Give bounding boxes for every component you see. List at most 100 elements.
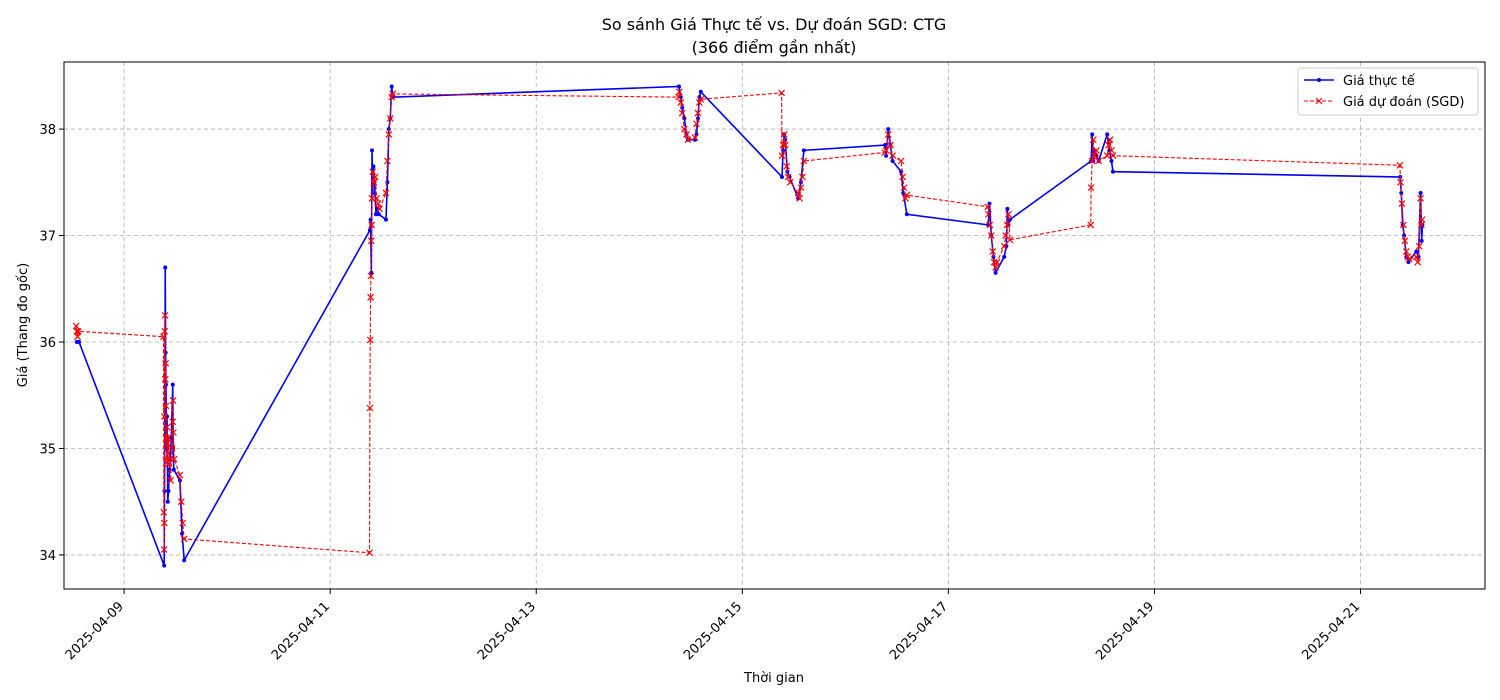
point-actual bbox=[993, 270, 998, 275]
point-predicted bbox=[677, 99, 685, 106]
point-predicted bbox=[169, 418, 177, 426]
point-actual bbox=[780, 174, 785, 179]
point-predicted bbox=[680, 125, 688, 133]
point-predicted bbox=[884, 130, 892, 138]
point-actual bbox=[390, 95, 395, 100]
point-actual bbox=[182, 558, 187, 563]
y-tick-label: 34 bbox=[39, 549, 56, 564]
x-tick-label: 2025-04-09 bbox=[63, 599, 127, 663]
point-predicted bbox=[990, 258, 998, 266]
point-predicted bbox=[366, 404, 374, 412]
point-predicted bbox=[369, 168, 377, 176]
point-actual bbox=[890, 159, 895, 164]
legend-label-actual: Giá thực tế bbox=[1343, 74, 1415, 89]
x-tick-label: 2025-04-15 bbox=[681, 599, 745, 663]
point-predicted bbox=[165, 434, 172, 442]
point-predicted bbox=[1105, 141, 1113, 149]
point-actual bbox=[162, 563, 167, 568]
point-predicted bbox=[1405, 255, 1413, 263]
grid-lines bbox=[64, 62, 1485, 589]
point-predicted bbox=[161, 311, 169, 319]
legend-box bbox=[1297, 67, 1479, 116]
point-actual bbox=[77, 340, 82, 345]
point-actual bbox=[904, 212, 909, 217]
point-actual bbox=[389, 84, 394, 89]
point-predicted bbox=[1005, 210, 1012, 218]
point-predicted bbox=[170, 429, 177, 436]
point-predicted bbox=[989, 248, 997, 255]
point-predicted bbox=[797, 184, 805, 192]
point-predicted bbox=[693, 120, 700, 128]
x-tick-label: 2025-04-11 bbox=[269, 599, 333, 663]
point-predicted bbox=[900, 184, 908, 192]
point-actual bbox=[180, 531, 185, 536]
point-predicted bbox=[1396, 161, 1404, 169]
point-predicted bbox=[1418, 216, 1426, 223]
point-predicted bbox=[1401, 237, 1409, 245]
y-tick-label: 37 bbox=[39, 230, 56, 245]
point-predicted bbox=[368, 221, 376, 229]
legend-marker-predicted bbox=[1315, 97, 1323, 105]
point-predicted bbox=[986, 221, 994, 229]
point-predicted bbox=[162, 434, 170, 442]
point-actual bbox=[1090, 132, 1095, 137]
point-predicted bbox=[779, 141, 787, 149]
point-predicted bbox=[376, 205, 383, 213]
x-tick-label: 2025-04-19 bbox=[1093, 599, 1157, 663]
point-actual bbox=[163, 265, 168, 270]
point-predicted bbox=[160, 519, 168, 527]
x-tick-label: 2025-04-17 bbox=[887, 599, 951, 663]
legend-marker-symbol bbox=[1315, 97, 1323, 105]
point-actual bbox=[1419, 238, 1424, 243]
point-predicted bbox=[1397, 178, 1404, 186]
point-actual bbox=[886, 127, 891, 132]
point-actual bbox=[376, 212, 381, 217]
point-predicted bbox=[1400, 221, 1407, 229]
point-actual bbox=[698, 89, 703, 94]
point-predicted bbox=[783, 162, 791, 170]
chart-subtitle: (366 điểm gần nhất) bbox=[692, 38, 857, 57]
point-predicted bbox=[691, 134, 699, 142]
point-predicted bbox=[1089, 136, 1097, 144]
line-actual bbox=[76, 85, 1424, 566]
point-predicted bbox=[162, 359, 170, 367]
legend-marker-actual bbox=[1317, 78, 1321, 82]
point-predicted bbox=[161, 375, 169, 383]
point-predicted bbox=[697, 95, 705, 103]
point-predicted bbox=[163, 423, 171, 431]
point-predicted bbox=[367, 237, 375, 245]
point-predicted bbox=[176, 471, 184, 479]
point-predicted bbox=[169, 397, 177, 404]
point-actual bbox=[373, 212, 378, 217]
point-predicted bbox=[678, 109, 686, 117]
point-predicted bbox=[1414, 258, 1422, 266]
point-predicted bbox=[389, 90, 397, 98]
y-tick-label: 38 bbox=[39, 123, 56, 138]
point-predicted bbox=[1106, 136, 1114, 144]
point-actual bbox=[383, 217, 388, 222]
point-actual bbox=[1002, 254, 1007, 259]
point-predicted bbox=[794, 189, 802, 197]
point-predicted bbox=[385, 130, 393, 138]
point-predicted bbox=[74, 333, 82, 341]
point-predicted bbox=[170, 455, 178, 463]
point-predicted bbox=[161, 413, 168, 420]
point-predicted bbox=[161, 327, 169, 335]
point-predicted bbox=[987, 232, 995, 239]
point-predicted bbox=[796, 194, 803, 202]
point-predicted bbox=[162, 402, 170, 410]
point-predicted bbox=[179, 519, 187, 527]
series-actual bbox=[74, 84, 1425, 568]
point-actual bbox=[676, 84, 681, 89]
point-predicted bbox=[367, 272, 375, 280]
legend: Giá thực tế Giá dự đoán (SGD) bbox=[1297, 67, 1479, 116]
point-predicted bbox=[1417, 194, 1425, 202]
point-predicted bbox=[1090, 152, 1098, 160]
point-actual bbox=[166, 489, 171, 494]
line-predicted bbox=[75, 91, 1423, 554]
point-actual bbox=[801, 148, 806, 153]
point-predicted bbox=[675, 88, 683, 96]
point-actual bbox=[883, 143, 888, 148]
point-actual bbox=[165, 499, 170, 504]
